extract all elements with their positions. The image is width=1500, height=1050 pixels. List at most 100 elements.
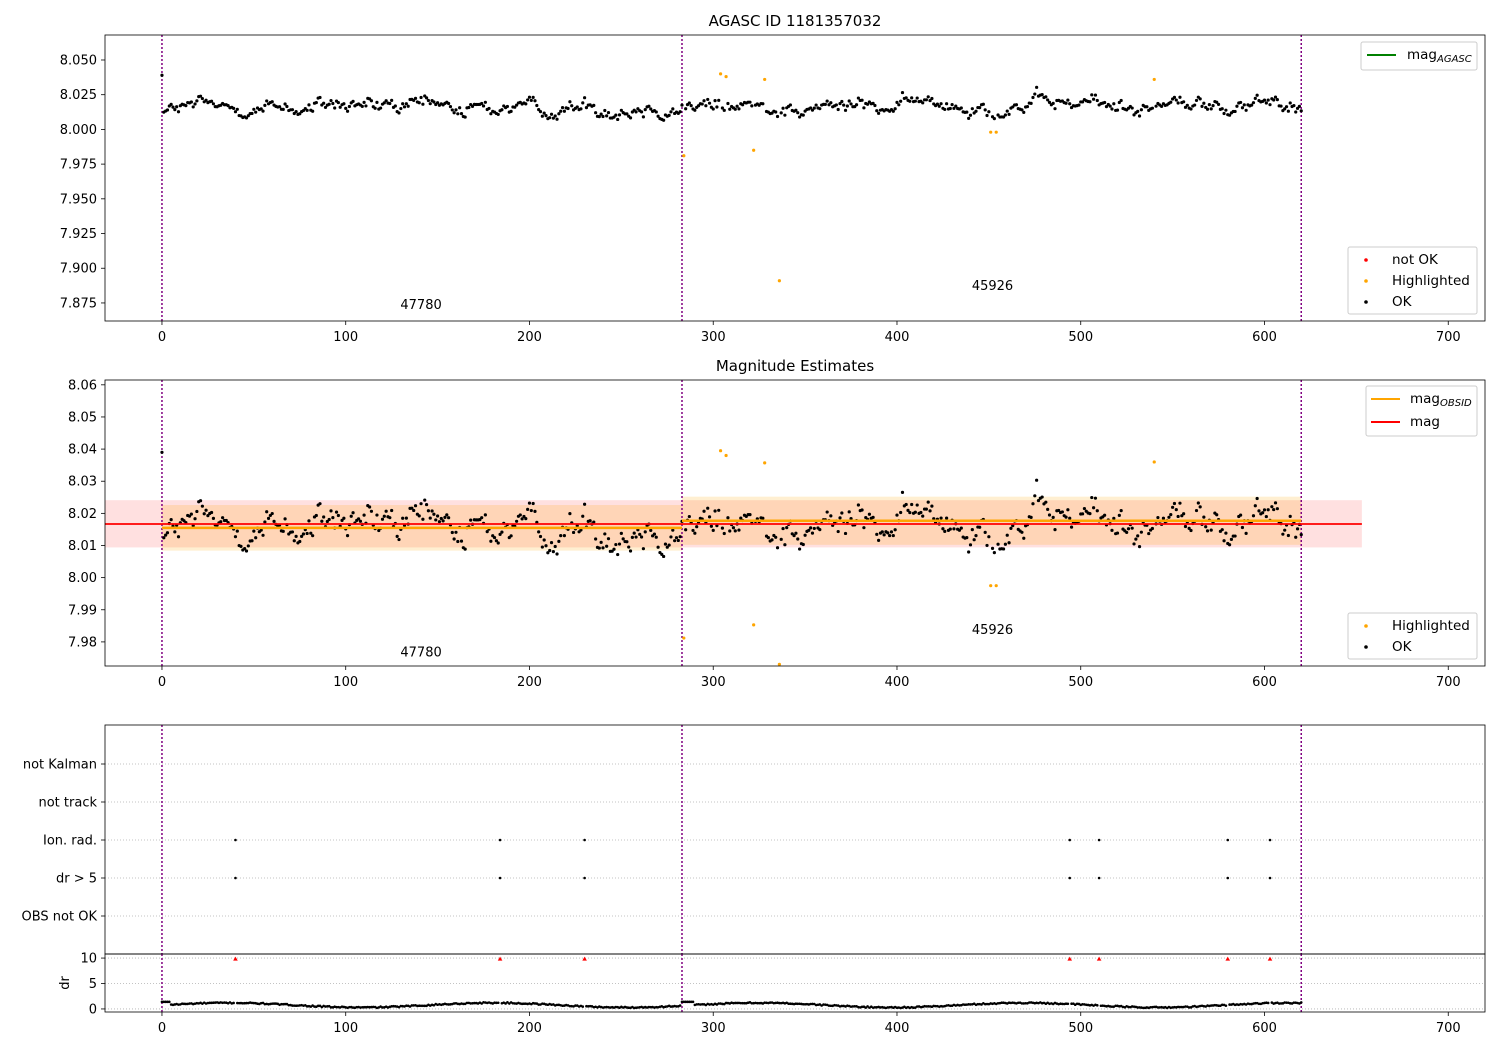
ok-point bbox=[1119, 98, 1123, 103]
ok-point bbox=[840, 511, 844, 515]
ok-point bbox=[265, 99, 269, 103]
dr-point bbox=[237, 1001, 241, 1005]
ok-point bbox=[1154, 104, 1158, 108]
ok-point bbox=[684, 528, 688, 532]
x-tick-label: 300 bbox=[701, 675, 726, 690]
ok-point bbox=[281, 107, 285, 112]
ok-point bbox=[1189, 107, 1193, 111]
dr-point bbox=[733, 1001, 737, 1005]
ok-point bbox=[480, 101, 484, 106]
dr-point bbox=[1228, 1003, 1231, 1006]
flag-point bbox=[234, 876, 237, 880]
ok-point bbox=[1253, 96, 1257, 100]
dr-point bbox=[555, 1003, 559, 1007]
ok-point bbox=[957, 528, 962, 532]
ok-point bbox=[426, 98, 431, 103]
ok-point bbox=[886, 531, 890, 535]
ok-point bbox=[792, 533, 796, 538]
dr-point bbox=[1110, 1005, 1114, 1008]
ok-point bbox=[1093, 93, 1098, 97]
ok-point bbox=[329, 98, 333, 103]
ok-point bbox=[421, 102, 425, 106]
ok-point bbox=[570, 104, 574, 108]
ok-point bbox=[221, 516, 225, 520]
ok-point bbox=[393, 104, 397, 108]
ok-point bbox=[906, 508, 910, 512]
ok-point bbox=[1216, 102, 1221, 106]
dr-point bbox=[756, 1001, 759, 1005]
dr-point bbox=[1114, 1004, 1117, 1008]
dr-point bbox=[1016, 1001, 1020, 1005]
ok-point bbox=[527, 501, 532, 505]
ok-point bbox=[1261, 511, 1265, 515]
ok-point bbox=[204, 508, 208, 512]
ok-point bbox=[351, 99, 355, 103]
ok-point bbox=[700, 102, 704, 106]
ok-point bbox=[1126, 527, 1131, 531]
ok-point bbox=[1159, 104, 1164, 108]
flag-point bbox=[1226, 838, 1230, 842]
ok-point bbox=[270, 511, 274, 516]
ok-point bbox=[875, 532, 879, 536]
ok-point bbox=[1171, 505, 1175, 509]
y-tick-label: 10 bbox=[80, 952, 97, 967]
dr-point bbox=[840, 1004, 844, 1008]
ok-point bbox=[1031, 95, 1035, 100]
ok-point bbox=[165, 108, 170, 112]
ok-point bbox=[781, 526, 785, 531]
ok-point bbox=[311, 109, 315, 113]
ok-point bbox=[639, 535, 644, 539]
ok-point bbox=[1090, 495, 1094, 500]
ok-point bbox=[533, 509, 537, 513]
flag-point bbox=[1268, 876, 1272, 880]
ok-point bbox=[165, 531, 170, 535]
ok-point bbox=[410, 506, 414, 510]
ok-point bbox=[967, 116, 971, 120]
ok-point bbox=[985, 543, 989, 548]
dr-point bbox=[1279, 1002, 1283, 1005]
flag-category-label: not track bbox=[38, 796, 97, 811]
ok-point bbox=[496, 541, 500, 545]
ok-point bbox=[524, 516, 528, 521]
ok-point bbox=[990, 546, 995, 550]
ok-point bbox=[1033, 494, 1037, 498]
dr-point bbox=[787, 1002, 790, 1006]
ok-point bbox=[1233, 109, 1237, 114]
ok-point bbox=[882, 533, 886, 537]
ok-point bbox=[344, 106, 348, 110]
ok-point bbox=[401, 102, 405, 106]
ok-point bbox=[1288, 514, 1292, 518]
ok-point bbox=[996, 113, 1000, 117]
ok-point bbox=[656, 545, 660, 549]
ok-point bbox=[1108, 104, 1112, 108]
ok-point bbox=[678, 535, 682, 539]
dr-point bbox=[912, 1006, 915, 1009]
ok-point bbox=[761, 102, 765, 106]
ok-point bbox=[1051, 101, 1055, 105]
ok-point bbox=[1251, 514, 1256, 518]
ok-point bbox=[1137, 114, 1142, 118]
ok-point bbox=[873, 103, 877, 108]
ok-point bbox=[439, 516, 443, 521]
ok-point bbox=[246, 544, 250, 548]
ok-point bbox=[614, 113, 618, 117]
dr-point bbox=[522, 1002, 526, 1005]
ok-point bbox=[1257, 509, 1261, 513]
dr-point bbox=[963, 1003, 967, 1007]
ok-point bbox=[899, 510, 903, 515]
ok-point bbox=[1136, 534, 1140, 538]
ok-point bbox=[544, 544, 548, 548]
ok-point bbox=[722, 531, 726, 536]
dr-point bbox=[985, 1002, 989, 1006]
ok-point bbox=[1182, 512, 1186, 516]
y-tick-label: 8.025 bbox=[60, 88, 97, 103]
ok-point bbox=[1215, 100, 1219, 104]
ok-point bbox=[1240, 525, 1245, 530]
ok-point bbox=[809, 526, 813, 530]
dr-point bbox=[778, 1001, 781, 1005]
ok-point bbox=[856, 503, 860, 507]
ok-point bbox=[489, 112, 493, 116]
ok-point bbox=[246, 114, 250, 118]
ok-point bbox=[741, 103, 745, 107]
ok-point bbox=[307, 103, 311, 107]
